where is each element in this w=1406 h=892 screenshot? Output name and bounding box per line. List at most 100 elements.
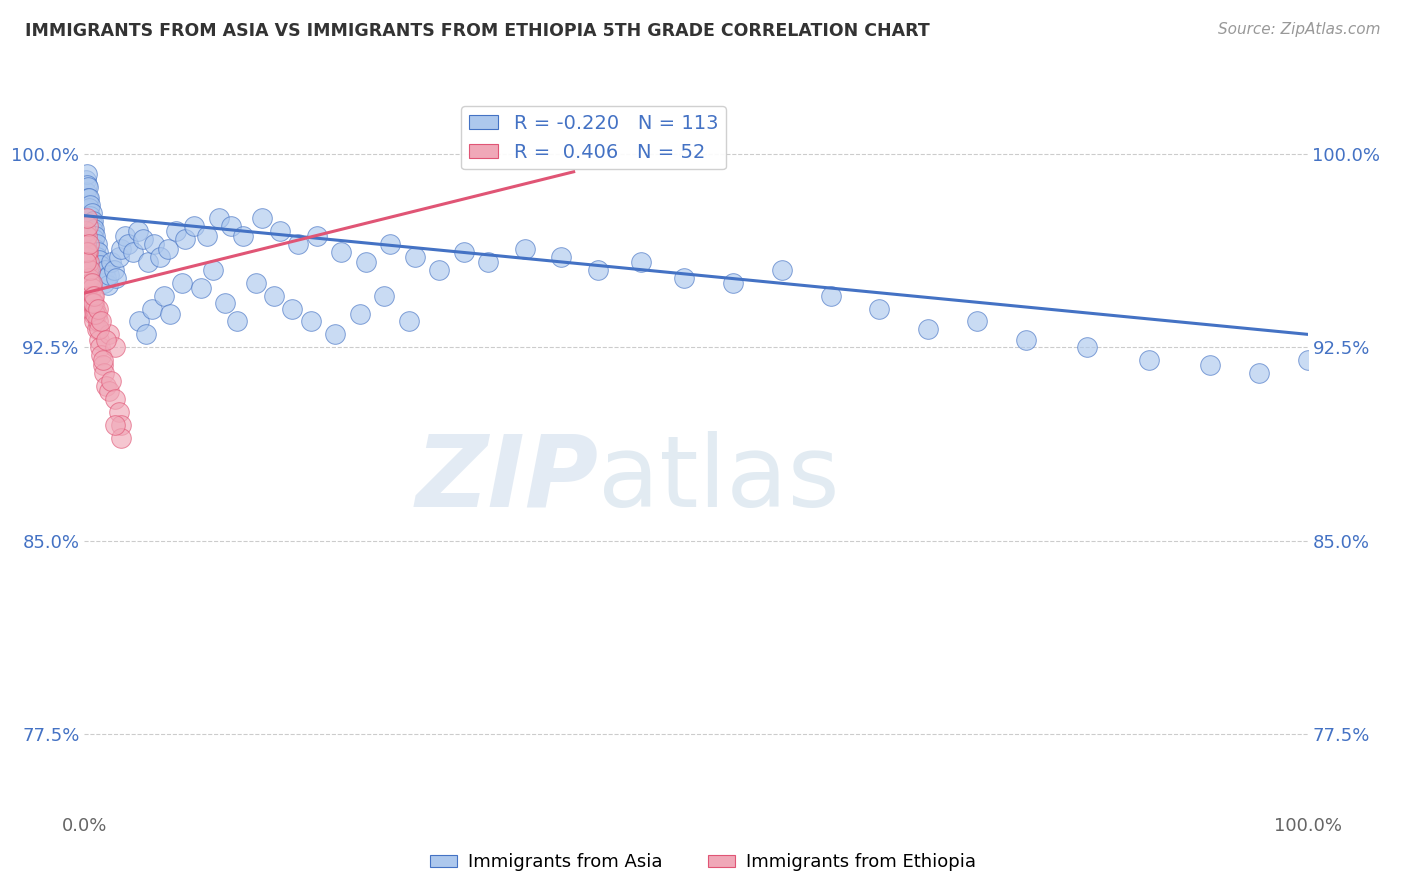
Point [299, 314, 322, 328]
Point [398, 314, 420, 328]
Point [966, 314, 988, 328]
Point [79, 209, 101, 223]
Point [404, 250, 426, 264]
Point [83, 296, 105, 310]
Point [721, 276, 744, 290]
Point [110, 242, 132, 256]
Point [153, 288, 176, 302]
Point [79, 235, 101, 249]
Point [93, 276, 115, 290]
Point [208, 211, 231, 226]
Point [82, 307, 104, 321]
Point [86, 237, 108, 252]
Point [87, 301, 110, 316]
Point [84, 307, 107, 321]
Point [201, 263, 224, 277]
Point [91, 359, 114, 373]
Point [1296, 353, 1319, 368]
Point [80, 242, 103, 256]
Point [245, 276, 267, 290]
Point [80, 276, 103, 290]
Point [127, 224, 149, 238]
Point [354, 255, 377, 269]
Point [87, 252, 110, 267]
Point [97, 268, 120, 282]
Point [77, 219, 100, 233]
Point [77, 214, 100, 228]
Point [84, 301, 107, 316]
Point [84, 229, 107, 244]
Point [82, 296, 104, 310]
Point [82, 250, 104, 264]
Legend: Immigrants from Asia, Immigrants from Ethiopia: Immigrants from Asia, Immigrants from Et… [423, 847, 983, 879]
Point [77, 190, 100, 204]
Point [96, 270, 118, 285]
Point [105, 270, 128, 285]
Point [349, 307, 371, 321]
Point [107, 250, 129, 264]
Point [330, 244, 353, 259]
Point [76, 229, 98, 244]
Point [869, 301, 891, 316]
Point [79, 276, 101, 290]
Point [165, 224, 187, 238]
Point [136, 255, 159, 269]
Point [305, 229, 328, 244]
Point [77, 219, 100, 233]
Point [250, 211, 273, 226]
Point [77, 227, 100, 241]
Point [149, 250, 172, 264]
Point [91, 353, 114, 368]
Point [117, 237, 139, 252]
Point [80, 216, 103, 230]
Point [75, 172, 97, 186]
Point [89, 258, 111, 272]
Text: Source: ZipAtlas.com: Source: ZipAtlas.com [1218, 22, 1381, 37]
Point [76, 211, 98, 226]
Point [1015, 333, 1038, 347]
Point [77, 201, 100, 215]
Point [97, 327, 120, 342]
Point [77, 255, 100, 269]
Point [820, 288, 842, 302]
Point [770, 263, 793, 277]
Point [75, 255, 97, 269]
Legend: R = -0.220   N = 113, R =  0.406   N = 52: R = -0.220 N = 113, R = 0.406 N = 52 [461, 106, 725, 169]
Point [79, 301, 101, 316]
Point [82, 288, 104, 302]
Point [110, 431, 132, 445]
Point [190, 281, 212, 295]
Point [90, 314, 112, 328]
Point [97, 278, 120, 293]
Point [75, 237, 97, 252]
Point [79, 288, 101, 302]
Point [77, 281, 100, 295]
Point [97, 384, 120, 398]
Point [87, 333, 110, 347]
Point [77, 239, 100, 253]
Point [76, 198, 98, 212]
Point [1137, 353, 1160, 368]
Point [80, 296, 103, 310]
Point [232, 229, 254, 244]
Point [77, 263, 100, 277]
Point [183, 219, 205, 233]
Point [110, 417, 132, 432]
Point [128, 314, 150, 328]
Point [135, 327, 157, 342]
Point [75, 186, 97, 200]
Point [195, 229, 218, 244]
Point [1076, 340, 1098, 354]
Point [453, 244, 475, 259]
Point [89, 340, 111, 354]
Text: atlas: atlas [598, 431, 839, 528]
Point [672, 270, 695, 285]
Point [630, 255, 652, 269]
Point [281, 301, 304, 316]
Point [87, 244, 110, 259]
Point [96, 333, 118, 347]
Point [143, 237, 166, 252]
Point [87, 322, 110, 336]
Point [80, 281, 103, 295]
Point [77, 229, 100, 244]
